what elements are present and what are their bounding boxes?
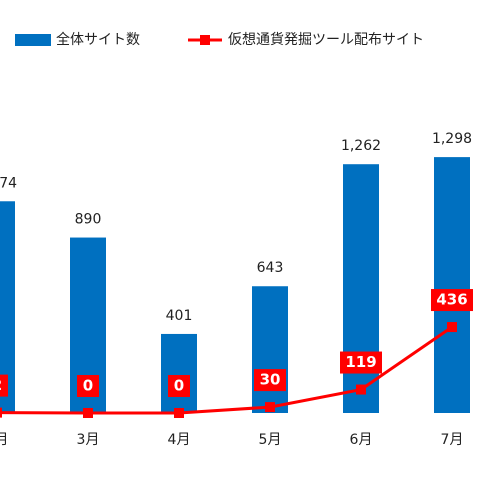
line-value-label: 119 bbox=[345, 353, 376, 371]
bar-value-label: 1,074 bbox=[0, 175, 17, 191]
line-marker bbox=[447, 322, 457, 333]
line-value-label: 30 bbox=[260, 371, 281, 389]
bar-value-label: 890 bbox=[75, 212, 102, 228]
line-marker bbox=[83, 408, 93, 418]
value-label-box bbox=[77, 375, 99, 397]
bar-value-label: 643 bbox=[257, 260, 284, 276]
value-label-box bbox=[340, 351, 382, 374]
legend-swatch bbox=[200, 35, 210, 45]
bar-value-label: 1,262 bbox=[341, 138, 381, 154]
value-label-box bbox=[168, 375, 190, 397]
x-tick-label: 3月 bbox=[77, 432, 100, 448]
line-value-label: 436 bbox=[436, 291, 467, 309]
value-label-box bbox=[0, 374, 8, 397]
x-tick-label: 2月 bbox=[0, 432, 8, 448]
line bbox=[0, 325, 453, 415]
line-marker bbox=[0, 407, 2, 418]
line-value-label: 0 bbox=[83, 377, 93, 395]
line-marker bbox=[265, 402, 275, 413]
x-tick-label: 5月 bbox=[259, 432, 282, 448]
legend-label: 仮想通貨発掘ツール配布サイト bbox=[228, 31, 424, 48]
legend-swatch bbox=[15, 34, 51, 46]
bar bbox=[161, 333, 197, 413]
bar bbox=[434, 157, 470, 413]
line-value-label: 0 bbox=[174, 377, 184, 395]
bar-value-label: 1,298 bbox=[432, 131, 472, 147]
x-tick-label: 7月 bbox=[441, 432, 464, 448]
bar bbox=[252, 286, 288, 413]
bar bbox=[0, 201, 15, 413]
line-value-label: 2 bbox=[0, 376, 2, 394]
legend-label: 全体サイト数 bbox=[56, 31, 140, 48]
x-tick-label: 6月 bbox=[350, 432, 373, 448]
x-tick-label: 4月 bbox=[168, 432, 191, 448]
bar bbox=[343, 164, 379, 413]
value-label-box bbox=[254, 369, 286, 392]
line-marker bbox=[356, 384, 366, 395]
bar-value-label: 401 bbox=[166, 308, 193, 324]
line-marker bbox=[174, 408, 184, 418]
value-label-box bbox=[431, 289, 473, 312]
